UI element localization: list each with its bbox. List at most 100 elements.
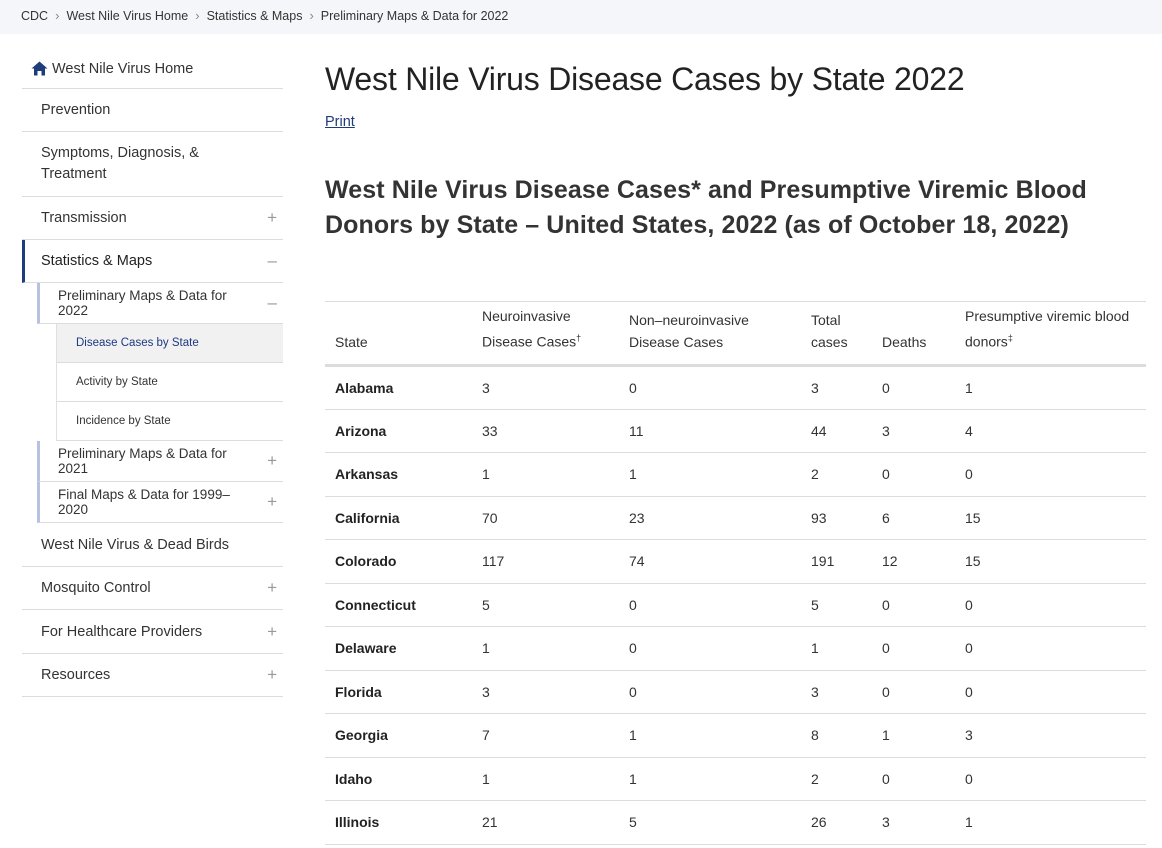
- sidebar-item-healthcare[interactable]: For Healthcare Providers +: [22, 610, 283, 654]
- sidebar-item-symptoms[interactable]: Symptoms, Diagnosis, & Treatment: [22, 132, 283, 197]
- sidebar-item-home[interactable]: West Nile Virus Home: [22, 49, 283, 89]
- value-cell: 12: [872, 539, 955, 584]
- value-cell: 3: [955, 713, 1146, 758]
- value-cell: 15: [955, 539, 1146, 584]
- breadcrumb-cdc[interactable]: CDC: [21, 8, 49, 23]
- value-cell: 3: [801, 365, 872, 410]
- breadcrumb-stats-maps[interactable]: Statistics & Maps: [206, 8, 303, 23]
- print-link[interactable]: Print: [325, 114, 355, 131]
- sidebar-item-label: For Healthcare Providers: [41, 623, 203, 640]
- value-cell: 0: [955, 670, 1146, 714]
- minus-icon[interactable]: –: [267, 293, 277, 312]
- table-row: Florida 3 0 3 0 0: [325, 670, 1146, 714]
- plus-icon[interactable]: +: [267, 578, 277, 597]
- state-cell: Illinois: [325, 800, 472, 845]
- cases-table: State Neuroinvasive Disease Cases† Non–n…: [325, 301, 1146, 845]
- table-row: Delaware 1 0 1 0 0: [325, 626, 1146, 671]
- table-row: Colorado 117 74 191 12 15: [325, 539, 1146, 584]
- table-row: Illinois 21 5 26 3 1: [325, 800, 1146, 845]
- value-cell: 0: [619, 583, 801, 627]
- value-cell: 6: [872, 496, 955, 540]
- value-cell: 7: [472, 713, 619, 758]
- state-cell: Georgia: [325, 713, 472, 758]
- value-cell: 3: [472, 670, 619, 714]
- column-header-neuroinvasive: Neuroinvasive Disease Cases†: [472, 301, 619, 367]
- value-cell: 93: [801, 496, 872, 540]
- value-cell: 1: [872, 713, 955, 758]
- value-cell: 1: [801, 626, 872, 671]
- value-cell: 15: [955, 496, 1146, 540]
- value-cell: 0: [955, 626, 1146, 671]
- sidebar-item-final-1999-2020[interactable]: Final Maps & Data for 1999–2020 +: [37, 482, 283, 523]
- chevron-right-icon: ›: [55, 8, 60, 23]
- sidebar-item-mosquito-control[interactable]: Mosquito Control +: [22, 567, 283, 610]
- minus-icon[interactable]: –: [267, 251, 277, 270]
- value-cell: 0: [872, 670, 955, 714]
- column-header-donors: Presumptive viremic blood donors‡: [955, 301, 1146, 367]
- table-row: Alabama 3 0 3 0 1: [325, 365, 1146, 410]
- sidebar-item-dead-birds[interactable]: West Nile Virus & Dead Birds: [22, 523, 283, 567]
- sidebar-item-transmission[interactable]: Transmission +: [22, 197, 283, 240]
- table-row: Arkansas 1 1 2 0 0: [325, 452, 1146, 497]
- sidebar-item-incidence[interactable]: Incidence by State: [56, 402, 283, 441]
- table-row: Connecticut 5 0 5 0 0: [325, 583, 1146, 627]
- value-cell: 0: [955, 583, 1146, 627]
- value-cell: 2: [801, 452, 872, 497]
- state-cell: Connecticut: [325, 583, 472, 627]
- sidebar-item-label: Final Maps & Data for 1999–2020: [58, 487, 230, 517]
- sidebar-item-prelim-2022[interactable]: Preliminary Maps & Data for 2022 –: [37, 283, 283, 324]
- main-content: West Nile Virus Disease Cases by State 2…: [325, 60, 1147, 845]
- value-cell: 0: [872, 365, 955, 410]
- value-cell: 1: [619, 757, 801, 801]
- value-cell: 5: [619, 800, 801, 845]
- value-cell: 1: [472, 452, 619, 497]
- value-cell: 4: [955, 409, 1146, 453]
- value-cell: 0: [619, 670, 801, 714]
- value-cell: 1: [955, 365, 1146, 410]
- value-cell: 0: [872, 452, 955, 497]
- column-header-deaths: Deaths: [872, 301, 955, 367]
- breadcrumb: CDC › West Nile Virus Home › Statistics …: [21, 8, 508, 23]
- plus-icon[interactable]: +: [267, 451, 277, 470]
- sidebar-item-resources[interactable]: Resources +: [22, 654, 283, 697]
- state-cell: Arkansas: [325, 452, 472, 497]
- value-cell: 3: [872, 800, 955, 845]
- value-cell: 5: [801, 583, 872, 627]
- value-cell: 1: [472, 757, 619, 801]
- sidebar-item-label: Preliminary Maps & Data for 2021: [58, 446, 227, 476]
- sidebar-item-label: Activity by State: [76, 376, 158, 388]
- breadcrumb-current[interactable]: Preliminary Maps & Data for 2022: [320, 8, 509, 23]
- value-cell: 1: [955, 800, 1146, 845]
- value-cell: 0: [619, 626, 801, 671]
- sidebar-item-label: Disease Cases by State: [76, 337, 199, 349]
- value-cell: 3: [472, 365, 619, 410]
- plus-icon[interactable]: +: [267, 208, 277, 227]
- value-cell: 0: [872, 583, 955, 627]
- value-cell: 3: [801, 670, 872, 714]
- plus-icon[interactable]: +: [267, 492, 277, 511]
- sidebar-item-disease-cases[interactable]: Disease Cases by State: [56, 324, 283, 363]
- chevron-right-icon: ›: [309, 8, 314, 23]
- table-title: West Nile Virus Disease Cases* and Presu…: [325, 176, 1087, 240]
- state-cell: Florida: [325, 670, 472, 714]
- plus-icon[interactable]: +: [267, 621, 277, 641]
- breadcrumb-wnv-home[interactable]: West Nile Virus Home: [66, 8, 189, 23]
- state-cell: Arizona: [325, 409, 472, 453]
- sidebar-item-label: Prevention: [41, 102, 111, 118]
- value-cell: 8: [801, 713, 872, 758]
- table-body: Alabama 3 0 3 0 1 Arizona 33 11 44 3 4 Arkansas 1 1 2 0 0…: [325, 365, 1146, 845]
- value-cell: 0: [619, 365, 801, 410]
- plus-icon[interactable]: +: [267, 665, 277, 684]
- sidebar-item-statistics-maps[interactable]: Statistics & Maps –: [22, 240, 283, 283]
- sidebar-item-label: Incidence by State: [76, 415, 171, 427]
- value-cell: 21: [472, 800, 619, 845]
- sidebar-item-label: Statistics & Maps: [41, 253, 153, 269]
- sidebar-item-prelim-2021[interactable]: Preliminary Maps & Data for 2021 +: [37, 441, 283, 482]
- value-cell: 33: [472, 409, 619, 453]
- sidebar-item-label: West Nile Virus & Dead Birds: [41, 536, 230, 553]
- value-cell: 0: [872, 626, 955, 671]
- value-cell: 2: [801, 757, 872, 801]
- value-cell: 0: [955, 452, 1146, 497]
- sidebar-item-activity[interactable]: Activity by State: [56, 363, 283, 402]
- sidebar-item-prevention[interactable]: Prevention: [22, 89, 283, 132]
